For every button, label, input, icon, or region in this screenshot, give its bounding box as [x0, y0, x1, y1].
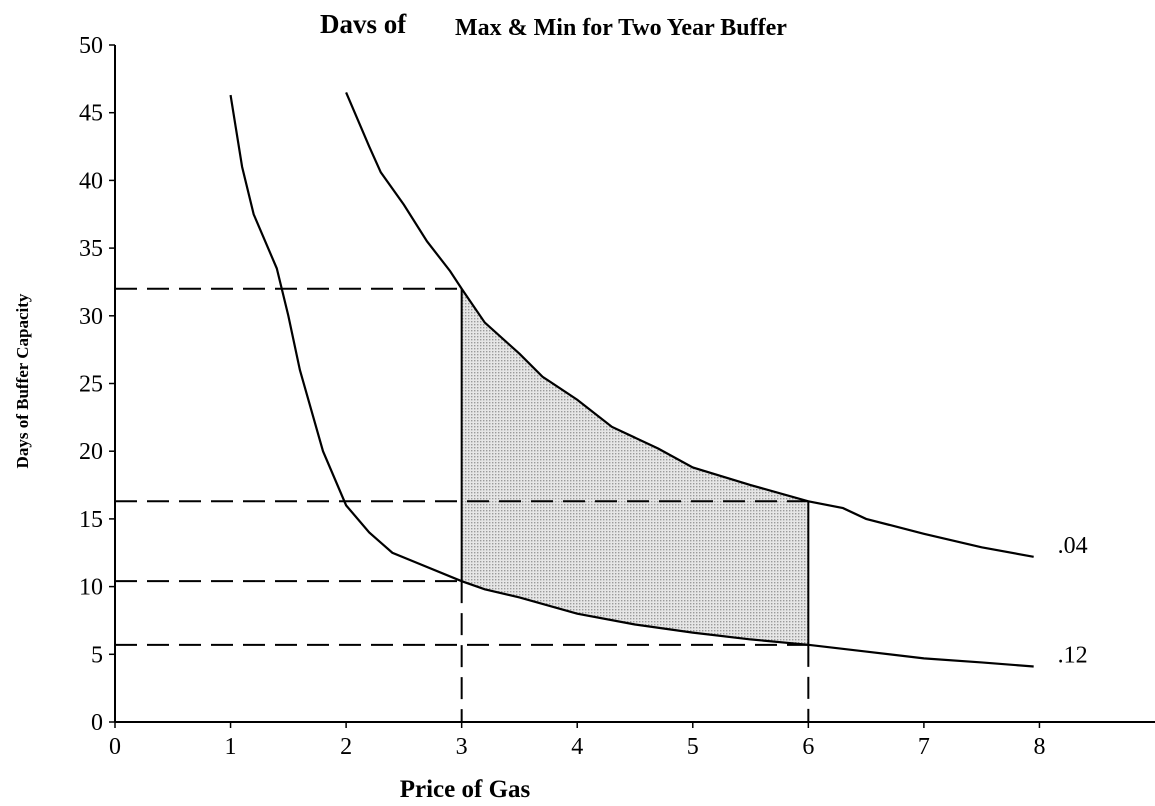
y-tick-label: 0 — [91, 710, 103, 736]
series-label-2: .12 — [1058, 642, 1088, 668]
x-axis-label: Price of Gas — [400, 776, 531, 803]
x-tick-label: 7 — [918, 734, 930, 760]
series-line-1 — [345, 91, 1034, 558]
y-tick-label: 45 — [79, 101, 103, 127]
chart-title: Max & Min for Two Year Buffer — [455, 15, 787, 41]
reference-lines — [115, 287, 810, 722]
series-labels: .04 .12 — [1058, 533, 1088, 669]
shaded-region — [460, 288, 810, 645]
x-tick-label: 4 — [571, 734, 583, 760]
shaded-area — [461, 288, 809, 645]
y-tick-label: 10 — [79, 575, 103, 601]
y-tick-label: 5 — [91, 642, 103, 668]
x-tick-label: 1 — [225, 734, 237, 760]
series-line-2 — [229, 94, 1034, 668]
y-tick-label: 50 — [79, 33, 103, 59]
y-tick-label: 15 — [79, 507, 103, 533]
y-axis-label: Days of Buffer Capacity — [13, 293, 32, 468]
y-tick-label: 25 — [79, 372, 103, 398]
chart-title-left: Davs of — [320, 9, 407, 39]
series-label-1: .04 — [1058, 533, 1088, 559]
x-tick-label: 3 — [456, 734, 468, 760]
x-tick-label: 8 — [1033, 734, 1045, 760]
x-tick-label: 2 — [340, 734, 352, 760]
x-tick-label: 5 — [687, 734, 699, 760]
y-tick-label: 30 — [79, 304, 103, 330]
x-tick-label: 0 — [109, 734, 121, 760]
y-tick-label: 20 — [79, 439, 103, 465]
series-curves — [229, 91, 1034, 668]
x-tick-label: 6 — [802, 734, 814, 760]
y-tick-label: 40 — [79, 168, 103, 194]
y-tick-label: 35 — [79, 236, 103, 262]
